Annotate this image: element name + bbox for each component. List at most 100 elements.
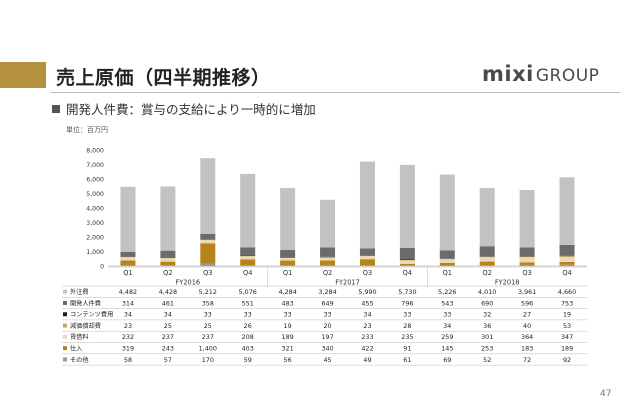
table-cell-value: 92 [563,356,571,364]
table-cell-value: 461 [162,299,174,307]
bar-segment [519,256,535,258]
table-cell-value: 253 [481,344,493,352]
bar-segment [240,265,256,266]
table-cell-value: 19 [563,311,571,319]
mixi-group-logo: mixi GROUP [482,62,599,86]
table-cell-value: 314 [122,299,134,307]
bar-segment [160,186,176,251]
table-cell-value: 49 [363,356,371,364]
legend-label: コンテンツ費用 [70,311,113,319]
bar-segment [559,244,575,256]
table-cell-value: 145 [441,344,453,352]
bar-segment [359,255,375,260]
table-cell-value: 34 [443,322,451,330]
table-cell-value: 364 [521,333,533,341]
table-cell-value: 61 [403,356,411,364]
table-cell-value: 197 [321,333,333,341]
table-cell-value: 3,961 [518,288,536,296]
title-divider [50,92,620,93]
bar-segment [519,257,535,263]
y-tick-label: 4,000 [86,206,104,213]
table-cell-value: 20 [323,322,331,330]
bullet-text: 開発人件費：賞与の支給により一時的に増加 [66,102,316,117]
bar-segment [519,189,535,248]
table-cell-value: 319 [122,344,134,352]
bar-segment [439,264,455,266]
bar-segment [200,158,216,234]
table-cell-value: 27 [523,311,531,319]
bar-segment [120,257,136,261]
table-cell-value: 189 [282,333,294,341]
bar-segment [439,259,455,263]
table-cell-value: 34 [363,311,371,319]
table-cell-value: 5,730 [398,288,416,296]
legend-label: 仕入 [70,344,82,352]
unit-label: 単位：百万円 [66,126,108,134]
bar-segment [200,243,216,264]
bar-segment [479,261,495,266]
table-cell-value: 57 [164,356,172,364]
table-cell-value: 422 [361,344,373,352]
bar-segment [559,261,575,265]
table-cell-value: 543 [441,299,453,307]
table-cell-value: 551 [242,299,254,307]
table-cell-value: 233 [361,333,373,341]
bar-segment [200,233,216,239]
category-label: Q2 [483,269,492,277]
bar-segment [519,247,535,257]
logo-mixi: mixi [482,62,534,86]
table-cell-value: 32 [483,311,491,319]
page-number: 47 [600,389,612,399]
table-cell-value: 33 [323,311,331,319]
legend-label: その他 [70,356,89,364]
bar-segment [479,265,495,266]
table-cell-value: 33 [443,311,451,319]
bar-segment [280,257,296,261]
table-cell-value: 753 [561,299,573,307]
legend-label: 開発人件費 [70,299,101,307]
legend-swatch [63,300,67,305]
table-cell-value: 56 [284,356,292,364]
table-cell-value: 243 [162,344,174,352]
table-cell-value: 33 [244,311,252,319]
bar-segment [160,265,176,266]
y-tick-label: 6,000 [86,177,104,184]
table-cell-value: 34 [164,311,172,319]
bar-segment [479,256,495,258]
category-label: Q1 [123,269,132,277]
table-cell-value: 3,284 [318,288,336,296]
bar-segment [359,248,375,255]
table-cell-value: 208 [242,333,254,341]
table-cell-value: 5,226 [438,288,456,296]
table-cell-value: 28 [403,322,411,330]
legend-swatch [63,357,67,362]
table-cell-value: 69 [443,356,451,364]
category-label: Q1 [283,269,292,277]
page-title: 売上原価（四半期推移） [56,67,271,89]
bar-segment [399,265,415,266]
bar-segment [120,186,136,252]
bar-segment [240,247,256,256]
legend-label: 賃借料 [70,333,89,341]
table-cell-value: 347 [561,333,573,341]
legend-swatch [63,323,67,328]
y-tick-label: 0 [100,264,104,271]
table-cell-value: 34 [124,311,132,319]
bar-segment [160,258,176,262]
category-label: Q3 [203,269,212,277]
bar-segment [320,199,336,248]
bar-segment [439,250,455,259]
y-tick-label: 2,000 [86,235,104,242]
bar-segment [320,265,336,266]
legend-swatch [63,312,67,317]
category-label: Q3 [363,269,372,277]
bar-segment [399,260,415,264]
legend-label: 減価償却費 [70,322,101,330]
bar-segment [320,257,336,261]
bullet-square-icon [52,105,60,113]
bar-segment [240,173,256,248]
title-accent-bar [0,62,46,88]
bar-segment [120,265,136,266]
table-cell-value: 358 [202,299,214,307]
table-cell-value: 189 [561,344,573,352]
